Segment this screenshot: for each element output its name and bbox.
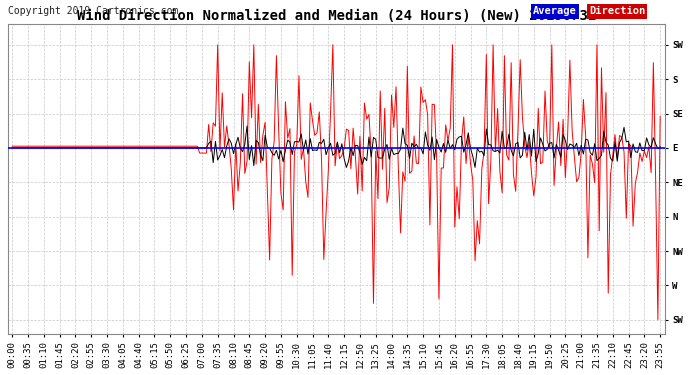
- Title: Wind Direction Normalized and Median (24 Hours) (New) 20190731: Wind Direction Normalized and Median (24…: [77, 9, 596, 23]
- Text: Copyright 2019 Cartronics.com: Copyright 2019 Cartronics.com: [8, 6, 178, 16]
- Text: Average: Average: [533, 6, 577, 16]
- Text: Direction: Direction: [589, 6, 645, 16]
